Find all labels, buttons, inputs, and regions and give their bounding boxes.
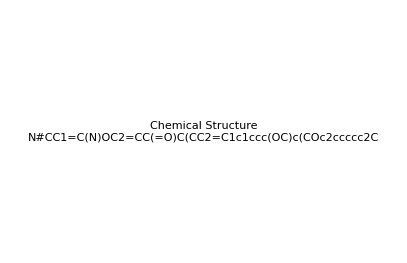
Text: Chemical Structure
N#CC1=C(N)OC2=CC(=O)C(CC2=C1c1ccc(OC)c(COc2ccccc2C: Chemical Structure N#CC1=C(N)OC2=CC(=O)C… [28, 121, 379, 142]
